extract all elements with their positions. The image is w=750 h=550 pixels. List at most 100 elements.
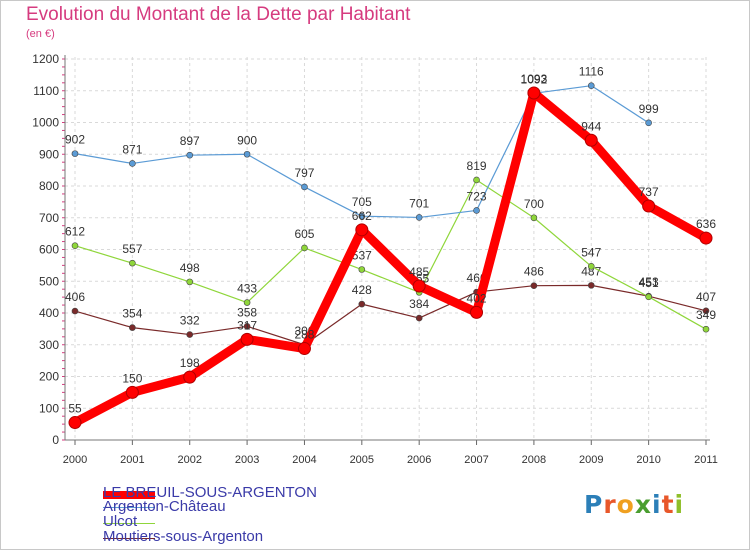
y-tick-label: 1200 bbox=[32, 52, 59, 66]
data-label: 402 bbox=[467, 291, 487, 305]
data-point bbox=[587, 282, 595, 289]
data-label: 1116 bbox=[579, 65, 604, 79]
y-tick-label: 900 bbox=[39, 147, 59, 161]
legend-swatch-moutiers bbox=[103, 538, 155, 539]
data-label: 944 bbox=[581, 119, 601, 133]
data-label: 662 bbox=[352, 209, 372, 223]
series-line bbox=[70, 88, 711, 428]
data-label: 900 bbox=[237, 133, 257, 147]
data-point bbox=[129, 259, 136, 267]
data-label: 999 bbox=[639, 102, 659, 116]
series-line bbox=[74, 179, 707, 330]
chart-title: Evolution du Montant de la Dette par Hab… bbox=[26, 4, 411, 25]
data-label: 700 bbox=[524, 197, 544, 211]
data-label: 487 bbox=[581, 264, 601, 278]
data-point bbox=[183, 370, 197, 384]
x-tick-label: 2011 bbox=[694, 454, 718, 466]
data-label: 723 bbox=[467, 189, 487, 203]
data-label: 198 bbox=[180, 356, 200, 370]
data-label: 871 bbox=[122, 142, 142, 156]
data-point bbox=[71, 307, 79, 315]
data-label: 537 bbox=[352, 249, 372, 263]
data-label: 317 bbox=[237, 318, 257, 332]
x-tick-label: 2000 bbox=[63, 454, 87, 466]
data-point bbox=[186, 151, 194, 159]
legend-label-argenton: Argenton-Château bbox=[103, 498, 226, 515]
data-label: 1092 bbox=[521, 72, 548, 86]
data-point bbox=[530, 282, 538, 289]
x-tick-label: 2005 bbox=[350, 454, 374, 466]
legend-swatch-le-breuil bbox=[103, 491, 155, 499]
data-label: 705 bbox=[352, 195, 372, 209]
logo-letter: i bbox=[674, 490, 685, 519]
data-point bbox=[186, 278, 194, 286]
proxiti-logo: Proxiti bbox=[584, 490, 684, 519]
data-point bbox=[527, 86, 541, 100]
data-label: 498 bbox=[180, 261, 200, 275]
data-label: 451 bbox=[639, 276, 659, 290]
data-label: 485 bbox=[409, 265, 429, 279]
data-label: 428 bbox=[352, 283, 372, 297]
data-point bbox=[584, 133, 598, 147]
data-point bbox=[240, 332, 254, 346]
logo-letter: P bbox=[584, 490, 604, 519]
y-tick-label: 0 bbox=[52, 433, 59, 447]
data-point bbox=[129, 324, 136, 331]
x-tick-label: 2010 bbox=[636, 454, 660, 466]
y-tick-label: 200 bbox=[39, 370, 59, 384]
data-point bbox=[587, 82, 595, 89]
data-point bbox=[129, 160, 136, 167]
data-label: 1093 bbox=[521, 72, 548, 86]
data-point bbox=[702, 307, 710, 315]
x-tick-label: 2003 bbox=[235, 454, 259, 466]
data-point bbox=[702, 325, 710, 333]
data-label: 150 bbox=[122, 371, 142, 385]
legend-swatch-ulcot bbox=[103, 523, 155, 524]
data-label: 547 bbox=[581, 245, 601, 259]
data-label: 55 bbox=[68, 402, 82, 416]
logo-letter: i bbox=[652, 490, 662, 519]
data-point bbox=[301, 244, 308, 252]
data-label: 406 bbox=[65, 290, 85, 304]
logo-letter: x bbox=[634, 490, 652, 519]
data-point bbox=[645, 293, 652, 301]
series-line bbox=[74, 284, 707, 346]
data-label: 612 bbox=[65, 225, 85, 239]
data-point bbox=[301, 183, 308, 191]
data-point bbox=[355, 223, 369, 237]
data-label: 486 bbox=[524, 265, 544, 279]
x-tick-label: 2006 bbox=[407, 454, 431, 466]
data-label: 407 bbox=[696, 290, 716, 304]
data-point bbox=[186, 331, 194, 338]
y-tick-label: 500 bbox=[39, 274, 59, 288]
y-tick-label: 600 bbox=[39, 243, 59, 257]
y-tick-label: 700 bbox=[39, 211, 59, 225]
data-point bbox=[358, 266, 366, 273]
legend-swatch-argenton bbox=[103, 507, 155, 508]
data-point bbox=[412, 279, 426, 293]
data-point bbox=[699, 231, 713, 245]
legend-label-le-breuil: LE BREUIL-SOUS-ARGENTON bbox=[103, 484, 317, 501]
y-tick-label: 1100 bbox=[33, 84, 59, 98]
data-point bbox=[71, 242, 79, 249]
x-tick-label: 2007 bbox=[464, 454, 488, 466]
data-label: 605 bbox=[294, 227, 314, 241]
data-label: 737 bbox=[639, 185, 659, 199]
data-point bbox=[415, 214, 423, 221]
data-label: 433 bbox=[237, 282, 257, 296]
data-label: 636 bbox=[696, 217, 716, 231]
data-point bbox=[297, 342, 311, 356]
y-tick-label: 100 bbox=[39, 401, 59, 415]
data-label: 819 bbox=[467, 159, 487, 173]
data-point bbox=[125, 385, 139, 399]
data-point bbox=[642, 199, 656, 213]
data-label: 701 bbox=[409, 196, 429, 210]
logo-letter: r bbox=[603, 490, 617, 519]
legend-label-moutiers: Moutiers-sous-Argenton bbox=[103, 528, 264, 545]
data-label: 384 bbox=[409, 297, 429, 311]
data-label: 897 bbox=[180, 134, 200, 148]
data-point bbox=[358, 212, 366, 220]
data-label: 453 bbox=[639, 275, 659, 289]
data-point bbox=[473, 176, 480, 184]
